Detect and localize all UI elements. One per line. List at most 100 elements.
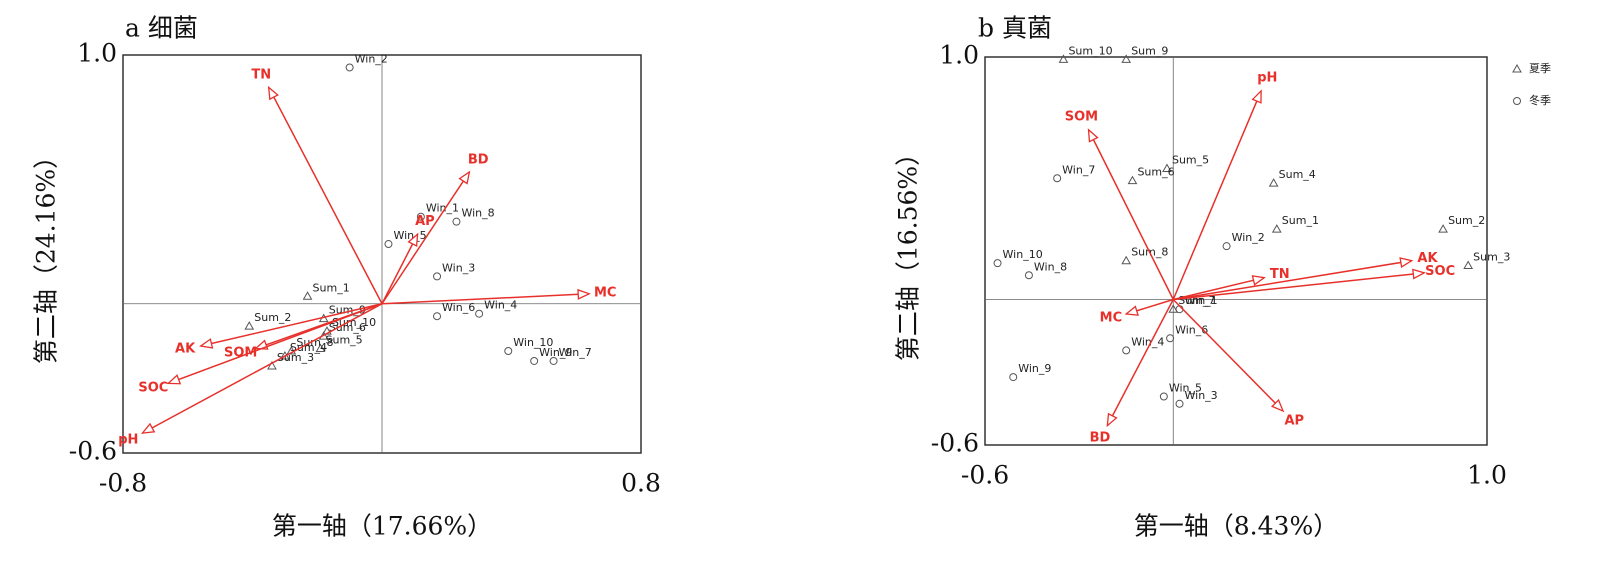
vector-arrow <box>1173 276 1265 301</box>
y-tick-label: 1.0 <box>77 39 117 68</box>
arrow-head <box>1251 89 1262 104</box>
sample-label: Win_10 <box>513 336 553 349</box>
circle-marker <box>416 212 425 221</box>
x-tick-label: -0.8 <box>99 469 147 498</box>
sample-label: Sum_6 <box>1137 166 1174 179</box>
sample-label: Sum_10 <box>332 316 376 329</box>
sample-label: Sum_3 <box>277 351 314 364</box>
sample-label: Win_6 <box>442 301 475 314</box>
vector-arrow <box>381 233 419 305</box>
arrow-head <box>1399 257 1414 268</box>
vector-label: BD <box>468 153 489 168</box>
vector-label: AP <box>1284 414 1304 429</box>
vector-label: pH <box>1257 71 1277 86</box>
circle-marker <box>549 356 558 365</box>
y-tick-label: 1.0 <box>939 41 979 70</box>
arrow-head <box>1412 268 1426 280</box>
circle-marker <box>1122 346 1131 355</box>
sample-label: Win_8 <box>1034 260 1067 273</box>
arrow-head <box>1106 412 1118 428</box>
sample-label: Sum_4 <box>1279 168 1316 181</box>
triangle-marker <box>1463 260 1474 270</box>
vector-label: BD <box>1090 431 1111 446</box>
sample-label: Sum_3 <box>1473 251 1510 264</box>
vector-label: AP <box>415 214 435 229</box>
vector-label: SOC <box>1425 264 1455 279</box>
vector-arrow <box>268 86 383 305</box>
circle-marker <box>504 347 513 356</box>
y-tick-label: -0.6 <box>931 429 979 458</box>
vector-label: TN <box>251 67 271 82</box>
circle-marker <box>345 63 354 72</box>
sample-label: Sum_5 <box>1172 154 1209 167</box>
x-tick-label: 0.8 <box>621 469 661 498</box>
sample-label: Win_4 <box>1131 335 1164 348</box>
x-tick-label: -0.6 <box>961 461 1009 490</box>
triangle-marker <box>1121 54 1132 63</box>
circle-marker <box>1053 174 1062 183</box>
vector-label: SOC <box>138 381 168 396</box>
sample-label: Sum_2 <box>1448 214 1485 227</box>
triangle-marker <box>1512 63 1522 73</box>
vector-arrow <box>1172 90 1262 300</box>
circle-marker <box>452 217 461 226</box>
circle-marker <box>1175 399 1184 408</box>
sample-label: Win_5 <box>1169 382 1202 395</box>
sample-label: Win_7 <box>559 346 592 359</box>
triangle-marker <box>302 291 313 300</box>
sample-label: Win_9 <box>1018 362 1051 375</box>
vector-arrow <box>1172 298 1284 412</box>
circle-marker <box>1159 392 1168 401</box>
sample-label: Sum_1 <box>1282 214 1319 227</box>
chart-title: a 细菌 <box>125 14 198 43</box>
triangle-marker <box>244 321 255 330</box>
sample-label: Sum_10 <box>1068 44 1112 57</box>
x-axis-label: 第一轴（17.66%） <box>272 512 492 541</box>
vector-label: MC <box>1100 311 1122 326</box>
circle-marker <box>993 259 1002 268</box>
circle-marker <box>433 312 442 321</box>
sample-label: Win_2 <box>355 52 388 65</box>
triangle-marker <box>267 360 277 370</box>
circle-marker <box>1222 242 1231 251</box>
circle-marker <box>1024 271 1033 280</box>
circle-marker <box>433 272 442 281</box>
vector-label: MC <box>594 286 616 301</box>
arrow-head <box>458 170 471 185</box>
vector-label: SOM <box>1065 110 1098 125</box>
y-axis-label: 第二轴（16.56%） <box>894 141 923 361</box>
x-tick-label: 1.0 <box>1467 461 1507 490</box>
arrow-head <box>199 338 214 349</box>
sample-label: Win_8 <box>461 207 494 220</box>
chart-title: b 真菌 <box>978 14 1052 43</box>
sample-label: Win_3 <box>1185 389 1218 402</box>
arrow-head <box>1270 398 1285 413</box>
vector-arrow <box>381 293 590 305</box>
triangle-marker <box>1271 224 1282 233</box>
vector-label: pH <box>118 432 138 447</box>
sample-label: Win_7 <box>1062 163 1095 176</box>
sample-label: Win_2 <box>1232 231 1265 244</box>
vector-label: AK <box>1417 251 1438 266</box>
triangle-marker <box>1168 304 1179 313</box>
circle-marker <box>530 356 539 365</box>
sample-label: Win_10 <box>1003 248 1043 261</box>
circle-marker <box>384 240 393 249</box>
vector-label: SOM <box>224 346 257 361</box>
vector-arrow <box>1106 299 1174 426</box>
triangle-marker <box>286 346 297 355</box>
vector-arrow <box>381 171 471 305</box>
arrow-head <box>166 374 182 385</box>
vector-arrow <box>1173 259 1412 301</box>
triangle-marker <box>1121 255 1132 265</box>
sample-label: Win_9 <box>539 346 572 359</box>
arrow-head <box>407 232 419 247</box>
triangle-marker <box>1058 54 1069 63</box>
x-axis-label: 第一轴（8.43%） <box>1134 512 1338 541</box>
circle-marker <box>1166 334 1175 343</box>
y-tick-label: -0.6 <box>69 437 117 466</box>
arrow-head <box>577 288 591 300</box>
triangle-marker <box>315 343 326 353</box>
sample-label: Win_1 <box>426 202 459 215</box>
